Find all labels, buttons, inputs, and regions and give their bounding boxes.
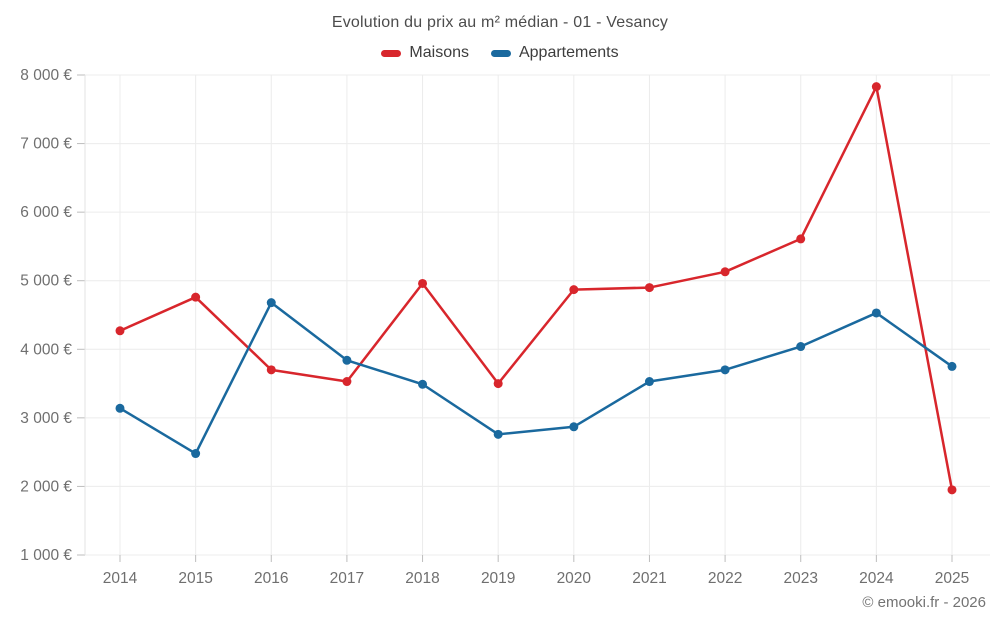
data-point-appartements-2016[interactable] xyxy=(266,298,276,308)
x-tick-label: 2020 xyxy=(557,570,592,587)
legend-item-maisons[interactable]: Maisons xyxy=(381,44,469,62)
data-point-maisons-2022[interactable] xyxy=(720,267,730,277)
data-point-appartements-2021[interactable] xyxy=(644,377,654,387)
legend-label: Appartements xyxy=(518,44,619,61)
series-line-appartements xyxy=(118,301,954,455)
series-line-maisons xyxy=(118,85,954,492)
data-point-maisons-2024[interactable] xyxy=(871,82,881,92)
chart-legend: Maisons Appartements xyxy=(0,44,1000,62)
chart-title: Evolution du prix au m² médian - 01 - Ve… xyxy=(331,14,669,31)
data-point-maisons-2025[interactable] xyxy=(947,485,957,495)
y-tick-label: 4 000 € xyxy=(20,341,72,358)
data-point-appartements-2019[interactable] xyxy=(493,429,503,439)
x-tick-label: 2021 xyxy=(632,570,666,587)
data-point-appartements-2022[interactable] xyxy=(720,365,730,375)
x-tick-label: 2017 xyxy=(330,570,364,587)
legend-item-appartements[interactable]: Appartements xyxy=(490,44,619,62)
copyright-text: © emooki.fr - 2026 xyxy=(862,594,986,611)
data-point-maisons-2023[interactable] xyxy=(796,234,806,244)
data-point-appartements-2020[interactable] xyxy=(569,422,579,432)
data-point-appartements-2024[interactable] xyxy=(871,308,881,318)
x-tick-label: 2018 xyxy=(405,570,439,587)
y-tick-label: 6 000 € xyxy=(20,204,72,221)
x-tick-label: 2023 xyxy=(783,570,817,587)
y-tick-label: 3 000 € xyxy=(20,410,72,427)
x-tick-label: 2016 xyxy=(254,570,288,587)
data-point-maisons-2021[interactable] xyxy=(644,283,654,293)
data-point-appartements-2025[interactable] xyxy=(947,361,957,371)
data-point-maisons-2017[interactable] xyxy=(342,377,352,387)
y-axis-labels: 1 000 € 2 000 € 3 000 € 4 000 € 5 000 € 6 000… xyxy=(20,67,72,564)
y-tick-label: 7 000 € xyxy=(20,136,72,153)
y-tick-label: 2 000 € xyxy=(20,478,72,495)
legend-swatch-appartements xyxy=(490,49,511,57)
data-point-appartements-2014[interactable] xyxy=(115,403,125,413)
data-point-maisons-2020[interactable] xyxy=(569,285,579,295)
x-tick-label: 2014 xyxy=(103,570,138,587)
data-point-maisons-2019[interactable] xyxy=(493,379,503,389)
data-point-appartements-2023[interactable] xyxy=(796,342,806,352)
y-tick-label: 8 000 € xyxy=(20,67,72,84)
y-tick-label: 5 000 € xyxy=(20,273,72,290)
y-tick-label: 1 000 € xyxy=(20,547,72,564)
data-point-maisons-2015[interactable] xyxy=(191,292,201,302)
data-point-maisons-2014[interactable] xyxy=(115,326,125,336)
x-tick-label: 2022 xyxy=(708,570,742,587)
data-point-appartements-2018[interactable] xyxy=(418,379,428,389)
x-tick-label: 2024 xyxy=(859,570,894,587)
data-point-appartements-2015[interactable] xyxy=(191,449,201,459)
series-maisons xyxy=(115,82,957,495)
x-tick-label: 2025 xyxy=(935,570,969,587)
x-tick-label: 2019 xyxy=(481,570,515,587)
series-appartements xyxy=(115,298,957,459)
y-gridlines xyxy=(77,74,990,556)
data-point-maisons-2016[interactable] xyxy=(266,365,276,375)
x-tick-label: 2015 xyxy=(178,570,212,587)
x-axis-labels: 2014 2015 2016 2017 2018 2019 2020 2021 2022 2023… xyxy=(103,570,969,587)
data-point-maisons-2018[interactable] xyxy=(418,278,428,288)
data-point-appartements-2017[interactable] xyxy=(342,355,352,365)
legend-label: Maisons xyxy=(409,44,469,61)
legend-swatch-maisons xyxy=(381,49,402,57)
x-gridlines xyxy=(84,75,953,562)
